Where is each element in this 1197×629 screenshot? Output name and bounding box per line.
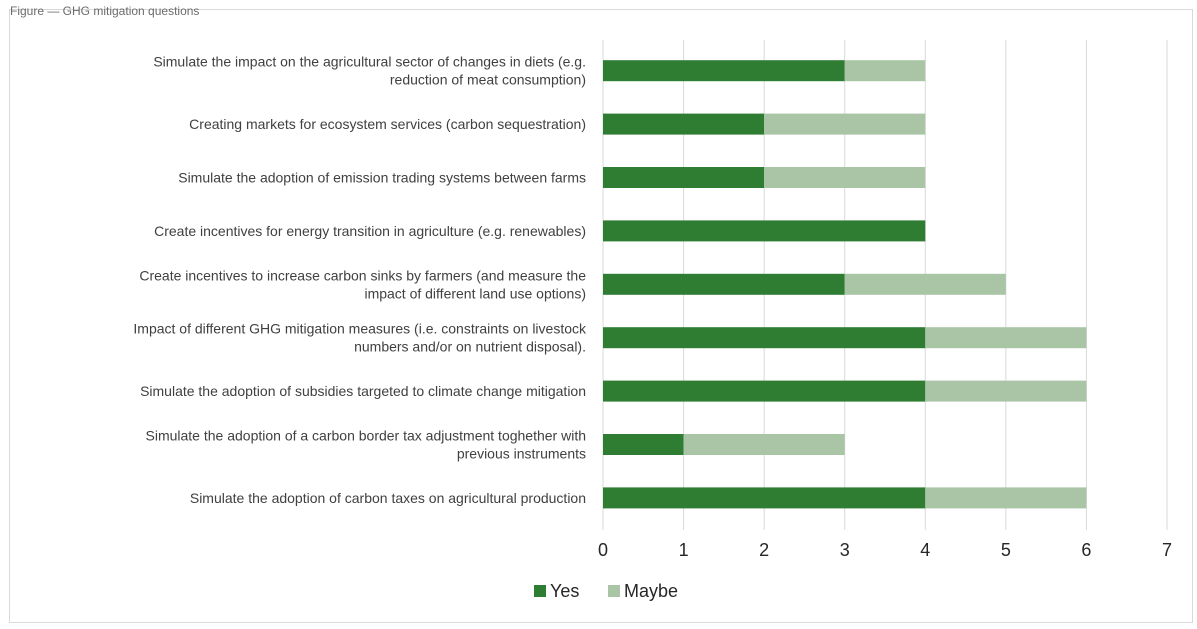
chart-frame: Figure — GHG mitigation questions Simula… bbox=[9, 4, 1193, 623]
category-label-4-1: impact of different land use options) bbox=[364, 285, 586, 301]
bar-maybe-0 bbox=[844, 60, 926, 82]
x-tick-1: 1 bbox=[679, 540, 689, 560]
x-tick-6: 6 bbox=[1081, 540, 1091, 560]
category-label-5-1: numbers and/or on nutrient disposal). bbox=[354, 339, 586, 355]
figure-caption: Figure — GHG mitigation questions bbox=[10, 4, 200, 18]
bar-yes-0 bbox=[603, 60, 845, 82]
category-label-8-0: Simulate the adoption of carbon taxes on… bbox=[190, 490, 586, 506]
legend-label-yes: Yes bbox=[550, 581, 579, 601]
legend-label-maybe: Maybe bbox=[624, 581, 678, 601]
category-label-5-0: Impact of different GHG mitigation measu… bbox=[133, 321, 587, 337]
bar-yes-1 bbox=[603, 113, 765, 135]
x-tick-5: 5 bbox=[1001, 540, 1011, 560]
bar-yes-5 bbox=[603, 327, 926, 349]
bar-maybe-2 bbox=[764, 167, 926, 188]
bar-yes-6 bbox=[603, 380, 926, 402]
bar-yes-3 bbox=[603, 220, 926, 242]
category-label-7-0: Simulate the adoption of a carbon border… bbox=[146, 428, 587, 444]
x-axis-ticks: 0 1 2 3 4 5 6 7 bbox=[598, 540, 1172, 560]
bar-yes-4 bbox=[603, 273, 845, 295]
category-label-0-0: Simulate the impact on the agricultural … bbox=[153, 54, 586, 70]
x-tick-4: 4 bbox=[920, 540, 930, 560]
bar-yes-2 bbox=[603, 167, 765, 188]
category-label-1-0: Creating markets for ecosystem services … bbox=[189, 116, 586, 132]
category-label-4-0: Create incentives to increase carbon sin… bbox=[139, 267, 586, 283]
category-labels: Simulate the impact on the agricultural … bbox=[133, 54, 587, 506]
bar-maybe-7 bbox=[683, 434, 845, 455]
legend-swatch-yes bbox=[534, 585, 546, 597]
bar-maybe-8 bbox=[925, 487, 1087, 509]
x-tick-7: 7 bbox=[1162, 540, 1172, 560]
bar-maybe-6 bbox=[925, 380, 1087, 402]
x-tick-2: 2 bbox=[759, 540, 769, 560]
category-label-2-0: Simulate the adoption of emission tradin… bbox=[178, 170, 586, 186]
legend-swatch-maybe bbox=[608, 585, 620, 597]
bar-yes-7 bbox=[603, 434, 684, 455]
category-label-3-0: Create incentives for energy transition … bbox=[154, 223, 586, 239]
legend: Yes Maybe bbox=[534, 581, 678, 601]
bar-maybe-1 bbox=[764, 113, 926, 135]
category-label-7-1: previous instruments bbox=[457, 446, 586, 462]
bar-maybe-4 bbox=[844, 273, 1006, 295]
x-tick-0: 0 bbox=[598, 540, 608, 560]
bar-yes-8 bbox=[603, 487, 926, 509]
category-label-0-1: reduction of meat consumption) bbox=[390, 72, 586, 88]
bar-maybe-5 bbox=[925, 327, 1087, 349]
category-label-6-0: Simulate the adoption of subsidies targe… bbox=[140, 383, 586, 399]
x-tick-3: 3 bbox=[840, 540, 850, 560]
bars bbox=[603, 60, 1087, 509]
stacked-bar-chart: Simulate the impact on the agricultural … bbox=[133, 40, 1172, 601]
